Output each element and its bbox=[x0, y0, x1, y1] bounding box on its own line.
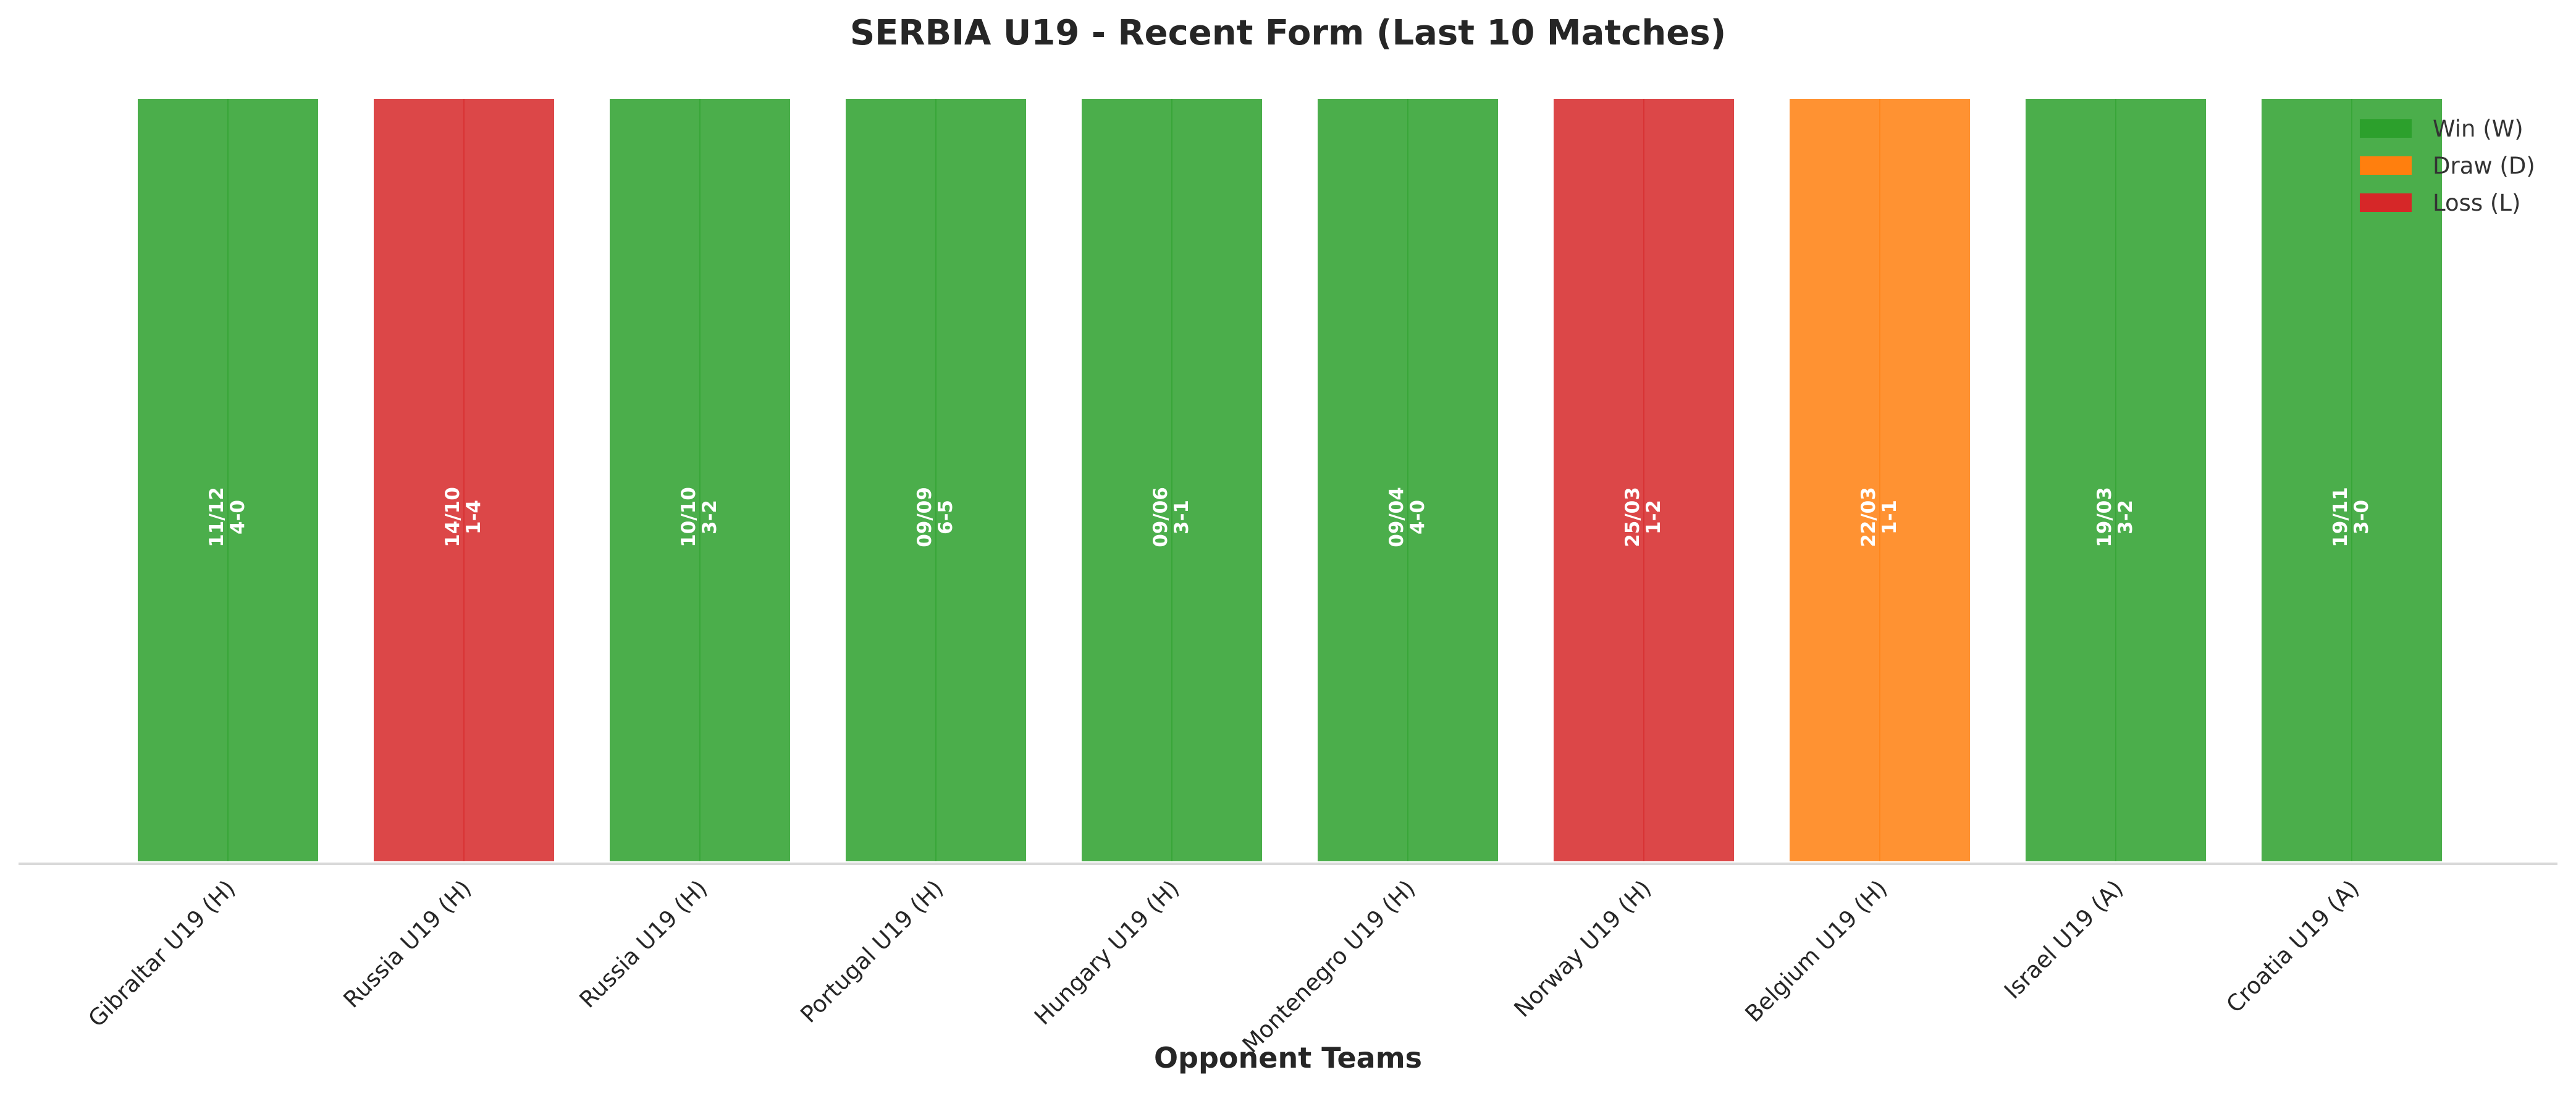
x-tick-labels: Gibraltar U19 (H) Russia U19 (H) Russia U1… bbox=[83, 875, 2365, 1058]
bar-date-label-4: 09/09 bbox=[914, 487, 936, 547]
bar-date-label-8: 22/03 bbox=[1858, 487, 1880, 547]
x-tick-label-1: Gibraltar U19 (H) bbox=[83, 875, 241, 1032]
x-tick-label-5: Hungary U19 (H) bbox=[1029, 875, 1184, 1030]
bar-score-label-2: 1-4 bbox=[463, 500, 485, 534]
bar-date-label-6: 09/04 bbox=[1386, 487, 1408, 547]
chart-title: SERBIA U19 - Recent Form (Last 10 Matche… bbox=[850, 13, 1726, 53]
bar-date-label-9: 19/03 bbox=[2094, 487, 2116, 547]
x-tick-label-10: Croatia U19 (A) bbox=[2221, 875, 2365, 1018]
legend-swatch-d bbox=[2360, 156, 2412, 175]
x-tick-label-7: Norway U19 (H) bbox=[1509, 875, 1657, 1023]
bar-label-6: 09/044-0 bbox=[1386, 487, 1429, 547]
legend-swatch-l bbox=[2360, 193, 2412, 212]
bar-score-label-4: 6-5 bbox=[935, 500, 957, 534]
legend-swatch-w bbox=[2360, 119, 2412, 138]
legend-label-w: Win (W) bbox=[2433, 116, 2523, 142]
bar-date-label-1: 11/12 bbox=[206, 487, 228, 547]
x-tick-label-2: Russia U19 (H) bbox=[339, 875, 477, 1013]
bar-label-3: 10/103-2 bbox=[678, 487, 721, 547]
bar-label-10: 19/113-0 bbox=[2330, 487, 2373, 547]
bars-layer: 11/124-0 14/101-4 10/103-2 09/096-5 09/063-1… bbox=[135, 96, 2444, 864]
x-tick-label-3: Russia U19 (H) bbox=[575, 875, 713, 1013]
bar-score-label-5: 3-1 bbox=[1171, 500, 1193, 534]
x-tick-label-4: Portugal U19 (H) bbox=[795, 875, 948, 1028]
legend-label-l: Loss (L) bbox=[2433, 190, 2520, 216]
bar-score-label-1: 4-0 bbox=[227, 500, 249, 534]
x-tick-label-9: Israel U19 (A) bbox=[1999, 875, 2128, 1004]
bar-date-label-10: 19/11 bbox=[2330, 487, 2352, 547]
bar-score-label-7: 1-2 bbox=[1643, 500, 1665, 534]
bar-date-label-2: 14/10 bbox=[442, 487, 464, 547]
bar-label-9: 19/033-2 bbox=[2094, 487, 2137, 547]
bar-label-8: 22/031-1 bbox=[1858, 487, 1901, 547]
x-tick-label-6: Montenegro U19 (H) bbox=[1237, 875, 1421, 1058]
bar-score-label-10: 3-0 bbox=[2351, 500, 2373, 534]
bar-label-2: 14/101-4 bbox=[442, 487, 485, 547]
bar-label-5: 09/063-1 bbox=[1150, 487, 1193, 547]
bar-score-label-6: 4-0 bbox=[1407, 500, 1429, 534]
legend-label-d: Draw (D) bbox=[2433, 153, 2535, 179]
x-axis-label: Opponent Teams bbox=[1154, 1041, 1422, 1074]
bar-score-label-9: 3-2 bbox=[2115, 500, 2137, 534]
bar-label-4: 09/096-5 bbox=[914, 487, 957, 547]
bar-label-1: 11/124-0 bbox=[206, 487, 249, 547]
bar-label-7: 25/031-2 bbox=[1622, 487, 1665, 547]
bar-score-label-8: 1-1 bbox=[1879, 500, 1901, 534]
bar-date-label-5: 09/06 bbox=[1150, 487, 1172, 547]
bar-score-label-3: 3-2 bbox=[699, 500, 721, 534]
bar-date-label-7: 25/03 bbox=[1622, 487, 1644, 547]
bar-date-label-3: 10/10 bbox=[678, 487, 700, 547]
legend: Win (W) Draw (D) Loss (L) bbox=[2360, 116, 2535, 216]
x-tick-label-8: Belgium U19 (H) bbox=[1740, 875, 1893, 1028]
